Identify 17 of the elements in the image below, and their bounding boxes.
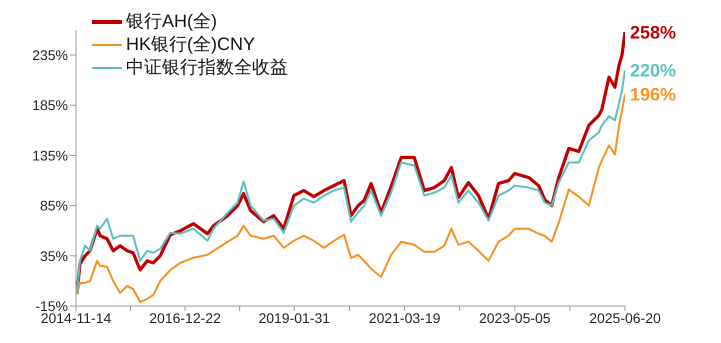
- y-tick-label: 85%: [40, 198, 68, 214]
- y-tick-label: 185%: [32, 97, 68, 114]
- y-tick-label: 235%: [32, 47, 68, 64]
- annotation: 220%: [630, 60, 676, 81]
- legend-label: 中证银行指数全收益: [126, 56, 288, 79]
- x-tick-label: 2025-06-20: [589, 310, 662, 326]
- y-tick-label: 35%: [40, 248, 68, 264]
- annotation: 196%: [630, 84, 676, 105]
- x-tick-label: 2023-05-05: [478, 310, 551, 326]
- x-tick-label: 2021-03-19: [368, 310, 441, 326]
- legend-label: HK银行(全)CNY: [126, 33, 255, 56]
- x-tick-label: 2016-12-22: [149, 310, 222, 326]
- annotation: 258%: [630, 22, 676, 42]
- y-tick-label: 135%: [32, 147, 68, 164]
- legend-label: 银行AH(全): [126, 10, 217, 33]
- line-series: [76, 30, 625, 296]
- x-tick-label: 2019-01-31: [258, 310, 330, 326]
